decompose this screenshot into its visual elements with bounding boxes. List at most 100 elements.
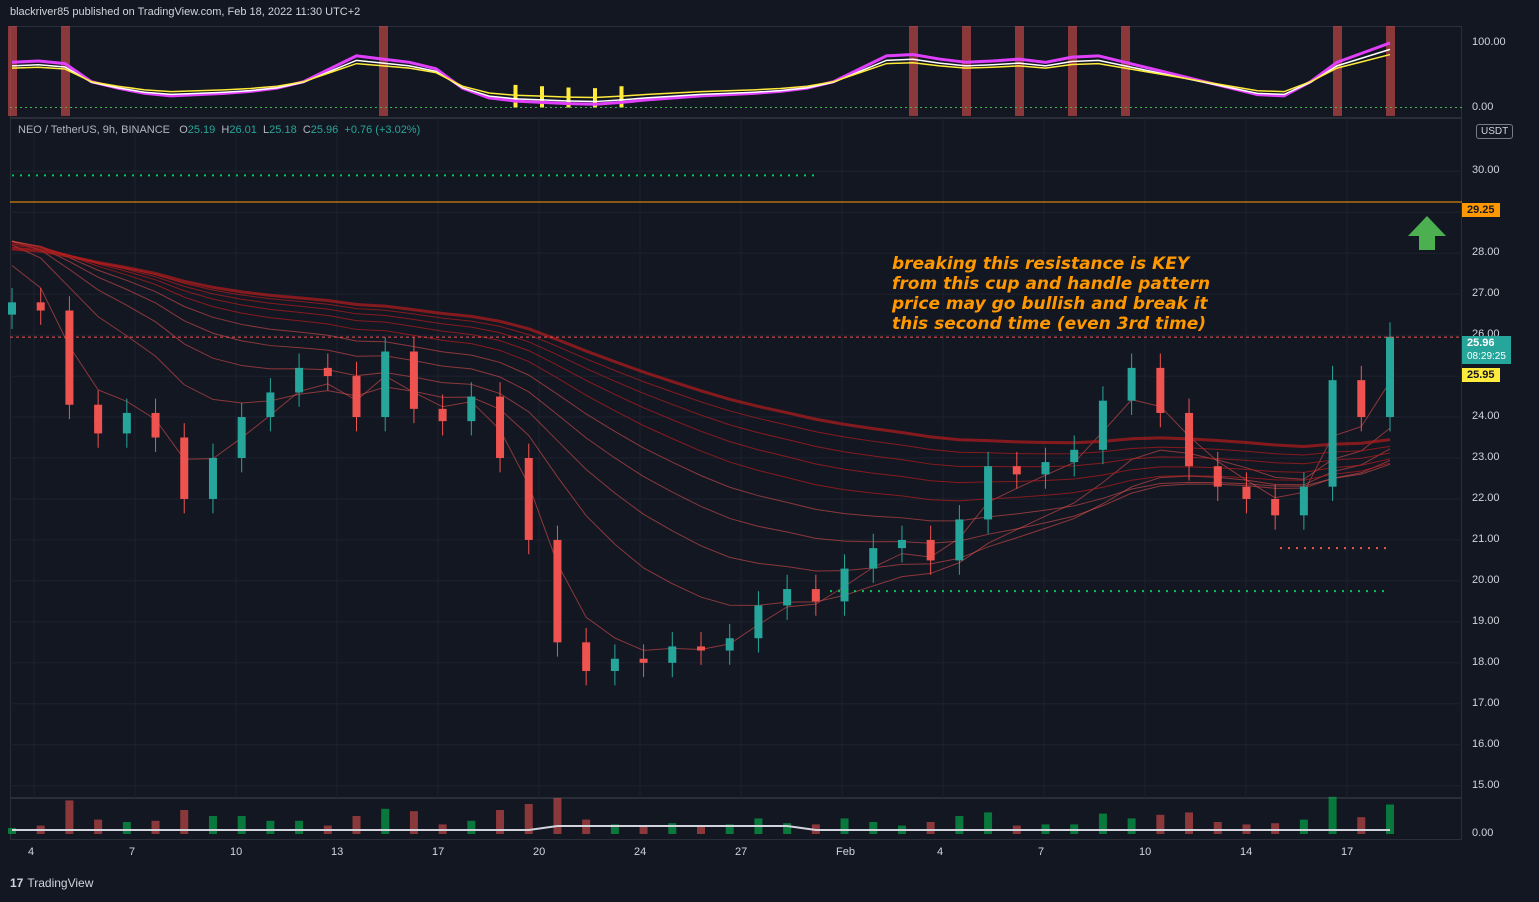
ema-ribbon-line	[11, 242, 1391, 502]
time-tick-label: 14	[1240, 846, 1253, 858]
candle-body	[582, 642, 591, 672]
volume-average-line	[12, 825, 1390, 831]
change-value: +0.76 (+3.02%)	[344, 124, 421, 136]
bullish-arrow-icon	[1408, 216, 1446, 250]
tradingview-logo-icon: 17	[10, 876, 24, 890]
oscillator-pane[interactable]	[10, 26, 1462, 118]
volume-bar	[496, 810, 505, 834]
candle-body	[409, 351, 418, 409]
price-tick-label: 24.00	[1472, 410, 1500, 423]
close-label: C	[302, 124, 311, 136]
oscillator-tick-label: 100.00	[1472, 35, 1506, 48]
volume-bar	[381, 808, 390, 834]
candle-body	[1357, 380, 1366, 418]
candle-body	[381, 351, 390, 418]
candle-body	[467, 396, 476, 422]
candle-body	[897, 539, 906, 549]
resistance-price-tag: 29.25	[1462, 203, 1500, 217]
oscillator-signal-bar	[61, 26, 70, 116]
oscillator-signal-bar	[962, 26, 971, 116]
low-value: 25.18	[269, 124, 297, 136]
candle-body	[65, 310, 74, 405]
oscillator-signal-bar	[1068, 26, 1077, 116]
volume-bar	[409, 811, 418, 834]
price-tick-label: 15.00	[1472, 778, 1500, 791]
volume-bar	[208, 816, 217, 834]
candle-body	[1127, 367, 1136, 401]
tradingview-label: TradingView	[27, 876, 94, 890]
candle-body	[1041, 462, 1050, 475]
last-price-value: 25.96	[1467, 337, 1495, 349]
candle-body	[1328, 380, 1337, 487]
high-value: 26.01	[229, 124, 257, 136]
low-label: L	[263, 124, 270, 136]
candle-body	[610, 658, 619, 672]
volume-bar	[352, 816, 361, 834]
symbol-legend: NEO / TetherUS, 9h, BINANCE O25.19 H26.0…	[18, 124, 420, 136]
time-tick-label: 7	[1038, 846, 1045, 858]
ema-ribbon-line	[11, 247, 1391, 448]
volume-bar	[524, 804, 533, 834]
high-label: H	[221, 124, 230, 136]
volume-bar	[783, 823, 792, 834]
ema-ribbon-line	[11, 240, 1391, 522]
candle-body	[926, 539, 935, 561]
volume-bar	[639, 826, 648, 834]
tradingview-footer[interactable]: 17 TradingView	[10, 876, 93, 890]
annotation-line: breaking this resistance is KEY	[892, 254, 1190, 274]
time-tick-label: Feb	[836, 846, 855, 858]
open-value: 25.19	[187, 124, 216, 136]
volume-bar	[668, 823, 677, 834]
candle-body	[984, 466, 993, 520]
candle-body	[323, 367, 332, 377]
oscillator-line	[11, 41, 1391, 106]
candle-body	[1299, 486, 1308, 516]
oscillator-slow-line	[11, 53, 1391, 99]
candle-body	[237, 417, 246, 458]
price-tick-label: 18.00	[1472, 655, 1500, 668]
volume-bar	[237, 816, 246, 834]
close-value: 25.96	[310, 124, 339, 136]
time-tick-label: 27	[735, 846, 748, 858]
candle-body	[1386, 336, 1394, 418]
price-tick-label: 16.00	[1472, 737, 1500, 750]
oscillator-histogram-bar	[513, 84, 518, 108]
chart-annotation[interactable]: breaking this resistance is KEY from thi…	[892, 254, 1210, 334]
volume-bar	[984, 812, 993, 834]
volume-bar	[122, 822, 131, 834]
oscillator-signal-bar	[1386, 26, 1395, 116]
price-tick-label: 27.00	[1472, 287, 1500, 300]
time-tick-label: 4	[937, 846, 944, 858]
time-tick-label: 4	[28, 846, 35, 858]
volume-bar	[1156, 814, 1165, 834]
time-tick-label: 13	[331, 846, 344, 858]
currency-button[interactable]: USDT	[1476, 124, 1514, 139]
candle-body	[553, 539, 562, 643]
volume-bar	[697, 826, 705, 834]
candle-body	[496, 396, 505, 458]
candle-body	[1213, 466, 1222, 487]
candle-body	[955, 519, 964, 561]
volume-bar	[1127, 818, 1136, 834]
volume-bar	[266, 820, 275, 834]
candle-body	[1185, 412, 1194, 467]
candle-body	[639, 658, 648, 663]
ema-ribbon-line	[11, 245, 1391, 468]
bar-countdown: 08:29:25	[1467, 351, 1506, 362]
volume-bar	[1328, 796, 1337, 834]
annotation-line: price may go bullish and break it	[892, 294, 1208, 314]
candle-body	[208, 458, 217, 499]
candle-body	[840, 568, 849, 602]
oscillator-signal-bar	[909, 26, 918, 116]
candle-body	[1070, 449, 1079, 463]
candle-body	[1156, 367, 1165, 413]
candle-body	[869, 548, 878, 569]
volume-bar	[65, 800, 74, 834]
time-tick-label: 17	[1341, 846, 1354, 858]
volume-bar	[1185, 812, 1194, 834]
last-price-tag: 25.96 08:29:25	[1462, 336, 1511, 364]
time-tick-label: 10	[230, 846, 243, 858]
price-tick-label: 28.00	[1472, 246, 1500, 259]
candle-body	[151, 412, 160, 438]
